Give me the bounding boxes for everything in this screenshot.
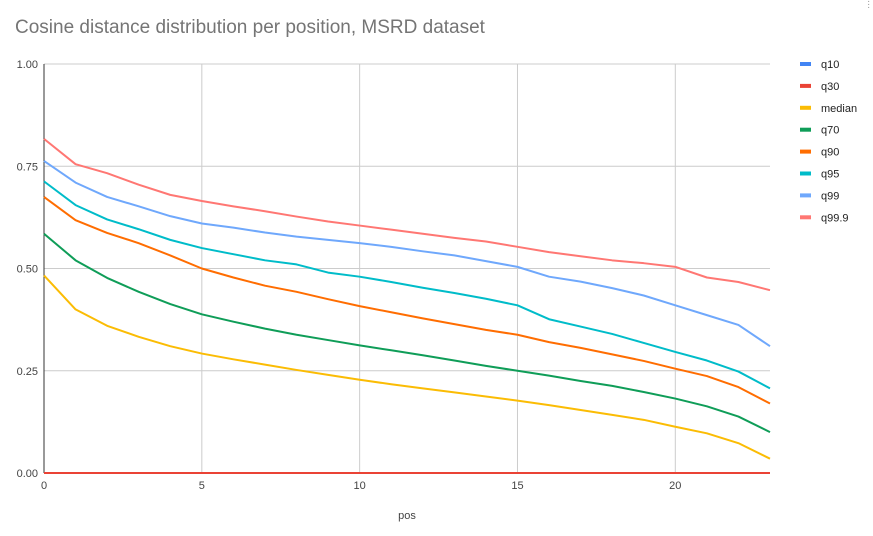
chart-title: Cosine distance distribution per positio… bbox=[15, 17, 485, 38]
legend-swatch-q99 bbox=[800, 193, 811, 198]
legend-label-q99.9: q99.9 bbox=[821, 212, 849, 224]
series-line-q90 bbox=[43, 196, 771, 405]
x-tick-label: 5 bbox=[199, 480, 205, 492]
legend-label-q30: q30 bbox=[821, 81, 839, 93]
x-tick-label: 20 bbox=[669, 480, 681, 492]
y-tick-label: 0.75 bbox=[17, 161, 38, 173]
legend-swatch-q99.9 bbox=[800, 215, 811, 220]
y-tick-label: 0.00 bbox=[17, 468, 38, 480]
y-tick-label: 0.50 bbox=[17, 264, 38, 276]
series-line-q70 bbox=[43, 232, 771, 433]
legend-label-q70: q70 bbox=[821, 125, 839, 137]
series-line-q99.9 bbox=[43, 138, 771, 292]
legend-label-q90: q90 bbox=[821, 147, 839, 159]
y-tick-label: 1.00 bbox=[17, 59, 38, 71]
legend-swatch-q90 bbox=[800, 149, 811, 154]
x-tick-label: 15 bbox=[511, 480, 523, 492]
legend-label-q10: q10 bbox=[821, 59, 839, 71]
legend-swatch-q10 bbox=[800, 62, 811, 66]
x-tick-label: 10 bbox=[354, 480, 366, 492]
legend-label-q99: q99 bbox=[821, 190, 839, 202]
series-line-median bbox=[43, 274, 771, 460]
x-tick-label: 0 bbox=[41, 480, 47, 492]
y-tick-label: 0.25 bbox=[17, 366, 38, 378]
more-options-icon[interactable]: · · · bbox=[867, 0, 871, 13]
legend-label-q95: q95 bbox=[821, 169, 839, 181]
legend-swatch-q95 bbox=[800, 171, 811, 176]
x-axis-label: pos bbox=[398, 510, 416, 522]
series-line-q99 bbox=[43, 160, 771, 348]
series-line-q95 bbox=[43, 180, 771, 390]
legend-swatch-q70 bbox=[800, 127, 811, 132]
legend-swatch-q30 bbox=[800, 83, 811, 88]
legend-label-median: median bbox=[821, 103, 857, 115]
legend-swatch-median bbox=[800, 105, 811, 110]
